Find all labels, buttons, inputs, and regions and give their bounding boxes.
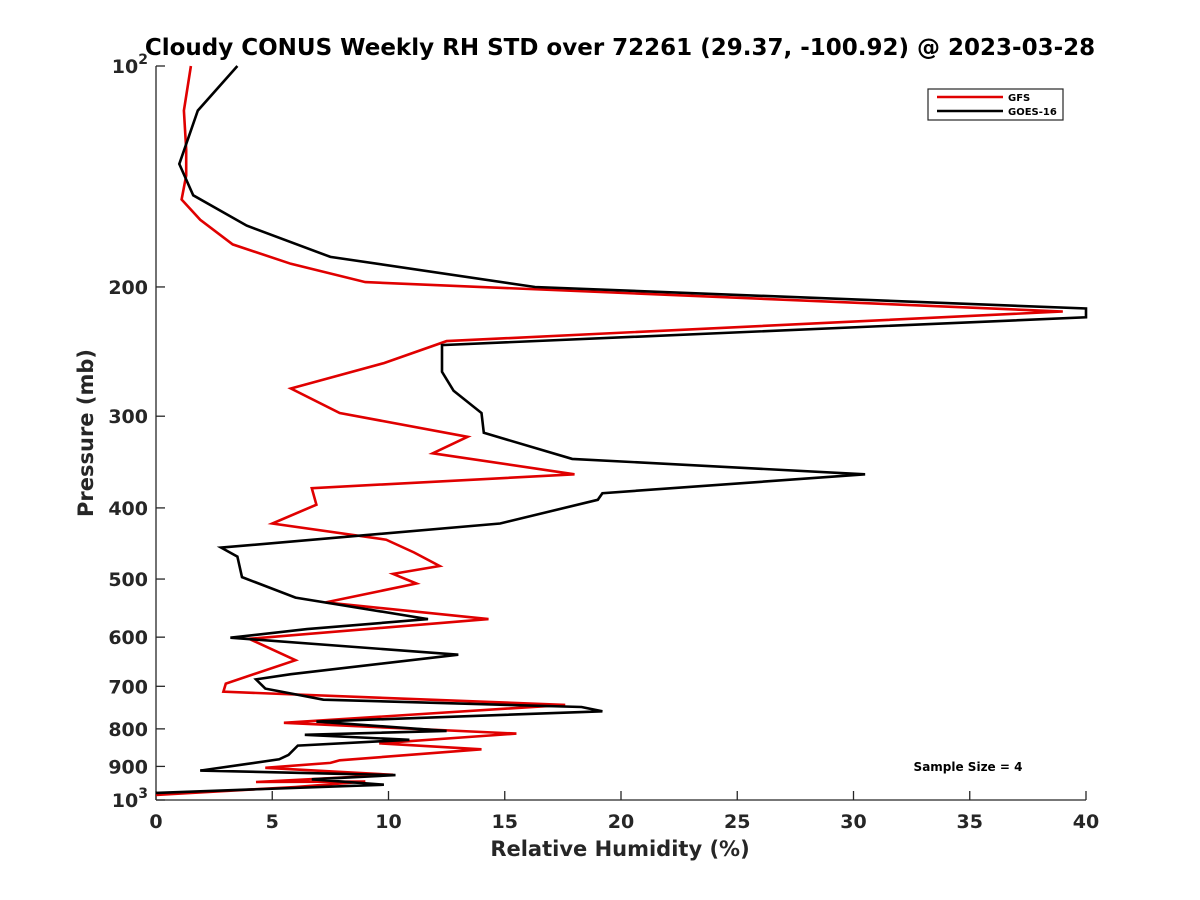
series-lines: [155, 65, 1088, 797]
y-tick-label: 200: [108, 277, 148, 299]
x-axis-label: Relative Humidity (%): [490, 837, 749, 861]
y-tick-label: 300: [108, 406, 148, 428]
legend-label-goes16: GOES-16: [1008, 107, 1057, 118]
y-tick-label: 103: [112, 786, 148, 812]
x-tick-label: 25: [724, 811, 750, 833]
x-tick-label: 5: [266, 811, 279, 833]
plot-axes: [155, 66, 1086, 801]
y-tick-label: 700: [108, 676, 148, 698]
y-tick-label: 800: [108, 719, 148, 741]
y-axis-label: Pressure (mb): [74, 349, 98, 517]
y-tick-label: 500: [108, 569, 148, 591]
chart-title: Cloudy CONUS Weekly RH STD over 72261 (2…: [145, 35, 1095, 61]
y-tick-label: 400: [108, 498, 148, 520]
x-tick-label: 30: [840, 811, 866, 833]
series-line-gfs: [155, 65, 1063, 797]
x-tick-label: 40: [1073, 811, 1099, 833]
y-tick-label: 600: [108, 627, 148, 649]
x-tick-label: 0: [149, 811, 162, 833]
y-tick-label: 102: [112, 52, 148, 78]
x-tick-label: 15: [492, 811, 518, 833]
legend-label-gfs: GFS: [1008, 93, 1030, 104]
x-tick-label: 10: [375, 811, 401, 833]
series-line-goes16: [155, 65, 1088, 795]
legend: GFS GOES-16: [927, 88, 1064, 121]
sample-size-annotation: Sample Size = 4: [914, 760, 1023, 774]
y-ticks: 102 200 300 400 500 600 700 800 900 103: [108, 52, 165, 812]
y-tick-label: 900: [108, 756, 148, 778]
x-tick-label: 20: [608, 811, 634, 833]
x-ticks: 0 5 10 15 20 25 30 35 40: [149, 791, 1099, 833]
x-tick-label: 35: [957, 811, 983, 833]
legend-box: [927, 88, 1064, 121]
